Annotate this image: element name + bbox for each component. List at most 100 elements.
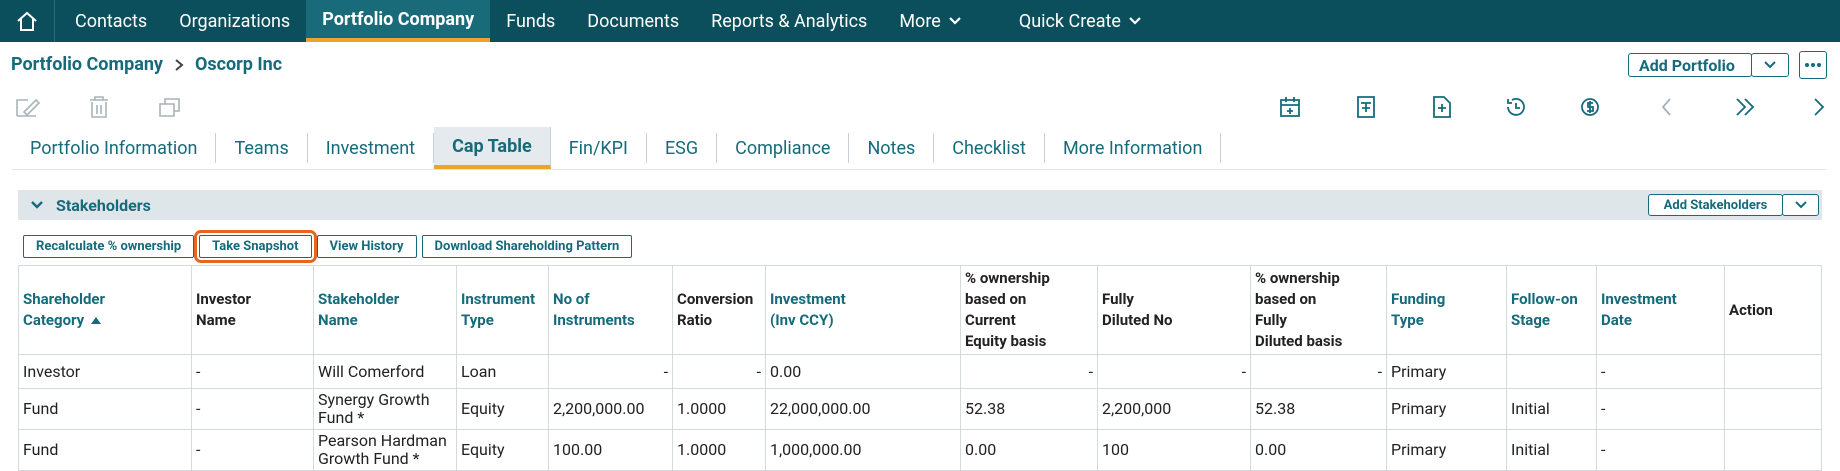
table-cell: 1,000,000.00	[765, 429, 961, 471]
nav-item[interactable]: Documents	[571, 0, 695, 42]
table-cell: 2,200,000.00	[548, 388, 673, 430]
header-text: Investment	[1601, 290, 1677, 308]
tab-bar: Portfolio Information Teams Investment Cap …	[12, 127, 1222, 169]
table-cell: -	[1596, 354, 1725, 389]
home-button[interactable]	[0, 0, 55, 42]
table-cell: 1.0000	[672, 388, 766, 430]
column-header[interactable]: Shareholder Category	[18, 265, 192, 355]
nav-label: Documents	[587, 10, 680, 32]
toolbar-button[interactable]: Recalculate % ownership	[23, 235, 195, 258]
section-title[interactable]: Stakeholders	[56, 195, 151, 215]
nav-label: More	[899, 10, 941, 32]
table-cell	[1724, 388, 1822, 430]
table-cell	[1506, 354, 1597, 389]
table-row: Fund - Pearson Hardman Growth Fund * Equity…	[18, 429, 1822, 471]
header-text: No of	[553, 290, 590, 308]
toolbar-button[interactable]: Take Snapshot	[194, 230, 317, 263]
nav-item[interactable]: Reports & Analytics	[695, 0, 883, 42]
table-cell: 0.00	[1250, 429, 1387, 471]
column-header: % ownership based on Fully Diluted basis	[1250, 265, 1387, 355]
button-label: Add Stakeholders	[1663, 197, 1768, 213]
add-stakeholders-button[interactable]: Add Stakeholders	[1648, 194, 1783, 216]
header-text: Type	[461, 311, 494, 329]
column-header: Conversion Ratio	[672, 265, 766, 355]
column-header[interactable]: Instrument Type	[456, 265, 549, 355]
table-cell: Primary	[1386, 388, 1507, 430]
table-cell: -	[672, 354, 766, 389]
tab[interactable]: ESG	[647, 133, 718, 163]
dropdown-button[interactable]	[1782, 194, 1819, 216]
nav-item[interactable]: Funds	[490, 0, 571, 42]
table-cell: 52.38	[1250, 388, 1387, 430]
tab[interactable]: Checklist	[934, 133, 1045, 163]
header-text: Shareholder	[23, 290, 105, 308]
nav-item[interactable]: Quick Create	[1003, 0, 1159, 42]
table-cell	[1724, 354, 1822, 389]
divider	[12, 169, 1826, 170]
table-cell: 0.00	[960, 429, 1098, 471]
breadcrumb: Portfolio Company Oscorp Inc	[11, 54, 282, 75]
column-header[interactable]: Stakeholder Name	[313, 265, 457, 355]
breadcrumb-current: Oscorp Inc	[194, 54, 283, 75]
header-text: Ratio	[677, 311, 713, 329]
column-header[interactable]: Follow-on Stage	[1506, 265, 1597, 355]
header-text: Diluted No	[1102, 311, 1173, 329]
column-header[interactable]: No of Instruments	[548, 265, 673, 355]
toolbar-button[interactable]: Download Shareholding Pattern	[421, 235, 633, 258]
stakeholders-table: Shareholder Category Investor Name Stakehold…	[18, 265, 1822, 471]
table-cell	[1724, 429, 1822, 471]
column-header[interactable]: Investment (Inv CCY)	[765, 265, 961, 355]
tab[interactable]: Cap Table	[434, 127, 551, 169]
header-text: Equity basis	[965, 332, 1047, 350]
nav-label: Funds	[506, 10, 556, 32]
tab[interactable]: Portfolio Information	[12, 133, 217, 163]
table-cell: Primary	[1386, 429, 1507, 471]
tab[interactable]: Fin/KPI	[551, 133, 647, 163]
nav-item[interactable]: Portfolio Company	[306, 0, 491, 42]
table-cell: 2,200,000	[1097, 388, 1251, 430]
table-cell: 100	[1097, 429, 1251, 471]
nav-item[interactable]: More	[883, 0, 978, 42]
column-header: Fully Diluted No	[1097, 265, 1251, 355]
icon-toolbar	[16, 96, 1825, 118]
table-cell: -	[1097, 354, 1251, 389]
table-cell: -	[1250, 354, 1387, 389]
column-header: % ownership based on Current Equity basis	[960, 265, 1098, 355]
add-portfolio-button[interactable]: Add Portfolio	[1628, 53, 1752, 77]
nav-label: Contacts	[75, 10, 148, 32]
table-head: Shareholder Category Investor Name Stakehold…	[18, 265, 1822, 355]
tab[interactable]: More Information	[1045, 133, 1222, 163]
breadcrumb-link[interactable]: Portfolio Company	[11, 54, 163, 75]
nav-item[interactable]: Contacts	[59, 0, 163, 42]
table-body: Investor - Will Comerford Loan - -0.00- - - Prim…	[18, 354, 1822, 471]
header-text: Date	[1601, 311, 1632, 329]
table-cell: Fund	[18, 429, 192, 471]
nav-item[interactable]: Organizations	[163, 0, 306, 42]
toolbar-button[interactable]: View History	[316, 235, 417, 258]
column-header[interactable]: Investment Date	[1596, 265, 1725, 355]
table-cell: Fund	[18, 388, 192, 430]
table-cell: Investor	[18, 354, 192, 389]
dropdown-button[interactable]	[1751, 53, 1789, 77]
more-menu-button[interactable]	[1799, 51, 1827, 79]
table-cell: Initial	[1506, 429, 1597, 471]
column-header[interactable]: Funding Type	[1386, 265, 1507, 355]
tab[interactable]: Notes	[849, 133, 935, 163]
section-header: Stakeholders	[18, 190, 1822, 220]
header-text: Fully	[1255, 311, 1287, 329]
column-header: Action	[1724, 265, 1822, 355]
table-cell: -	[548, 354, 673, 389]
header-text: Follow-on	[1511, 290, 1578, 308]
table-cell: Initial	[1506, 388, 1597, 430]
tab[interactable]: Investment	[308, 133, 435, 163]
tab[interactable]: Teams	[216, 133, 308, 163]
table-cell: Will Comerford	[313, 354, 457, 389]
header-text: % ownership	[965, 269, 1050, 287]
nav-label: Quick Create	[1018, 10, 1121, 32]
table-cell: Pearson Hardman Growth Fund *	[313, 429, 457, 471]
table-cell: -	[191, 354, 314, 389]
table-row: Fund - Synergy Growth Fund * Equity 2,200,00…	[18, 388, 1822, 430]
tab[interactable]: Compliance	[717, 133, 850, 163]
header-text: Name	[318, 311, 358, 329]
top-nav: Contacts Organizations Portfolio Company Fu…	[0, 0, 1840, 42]
